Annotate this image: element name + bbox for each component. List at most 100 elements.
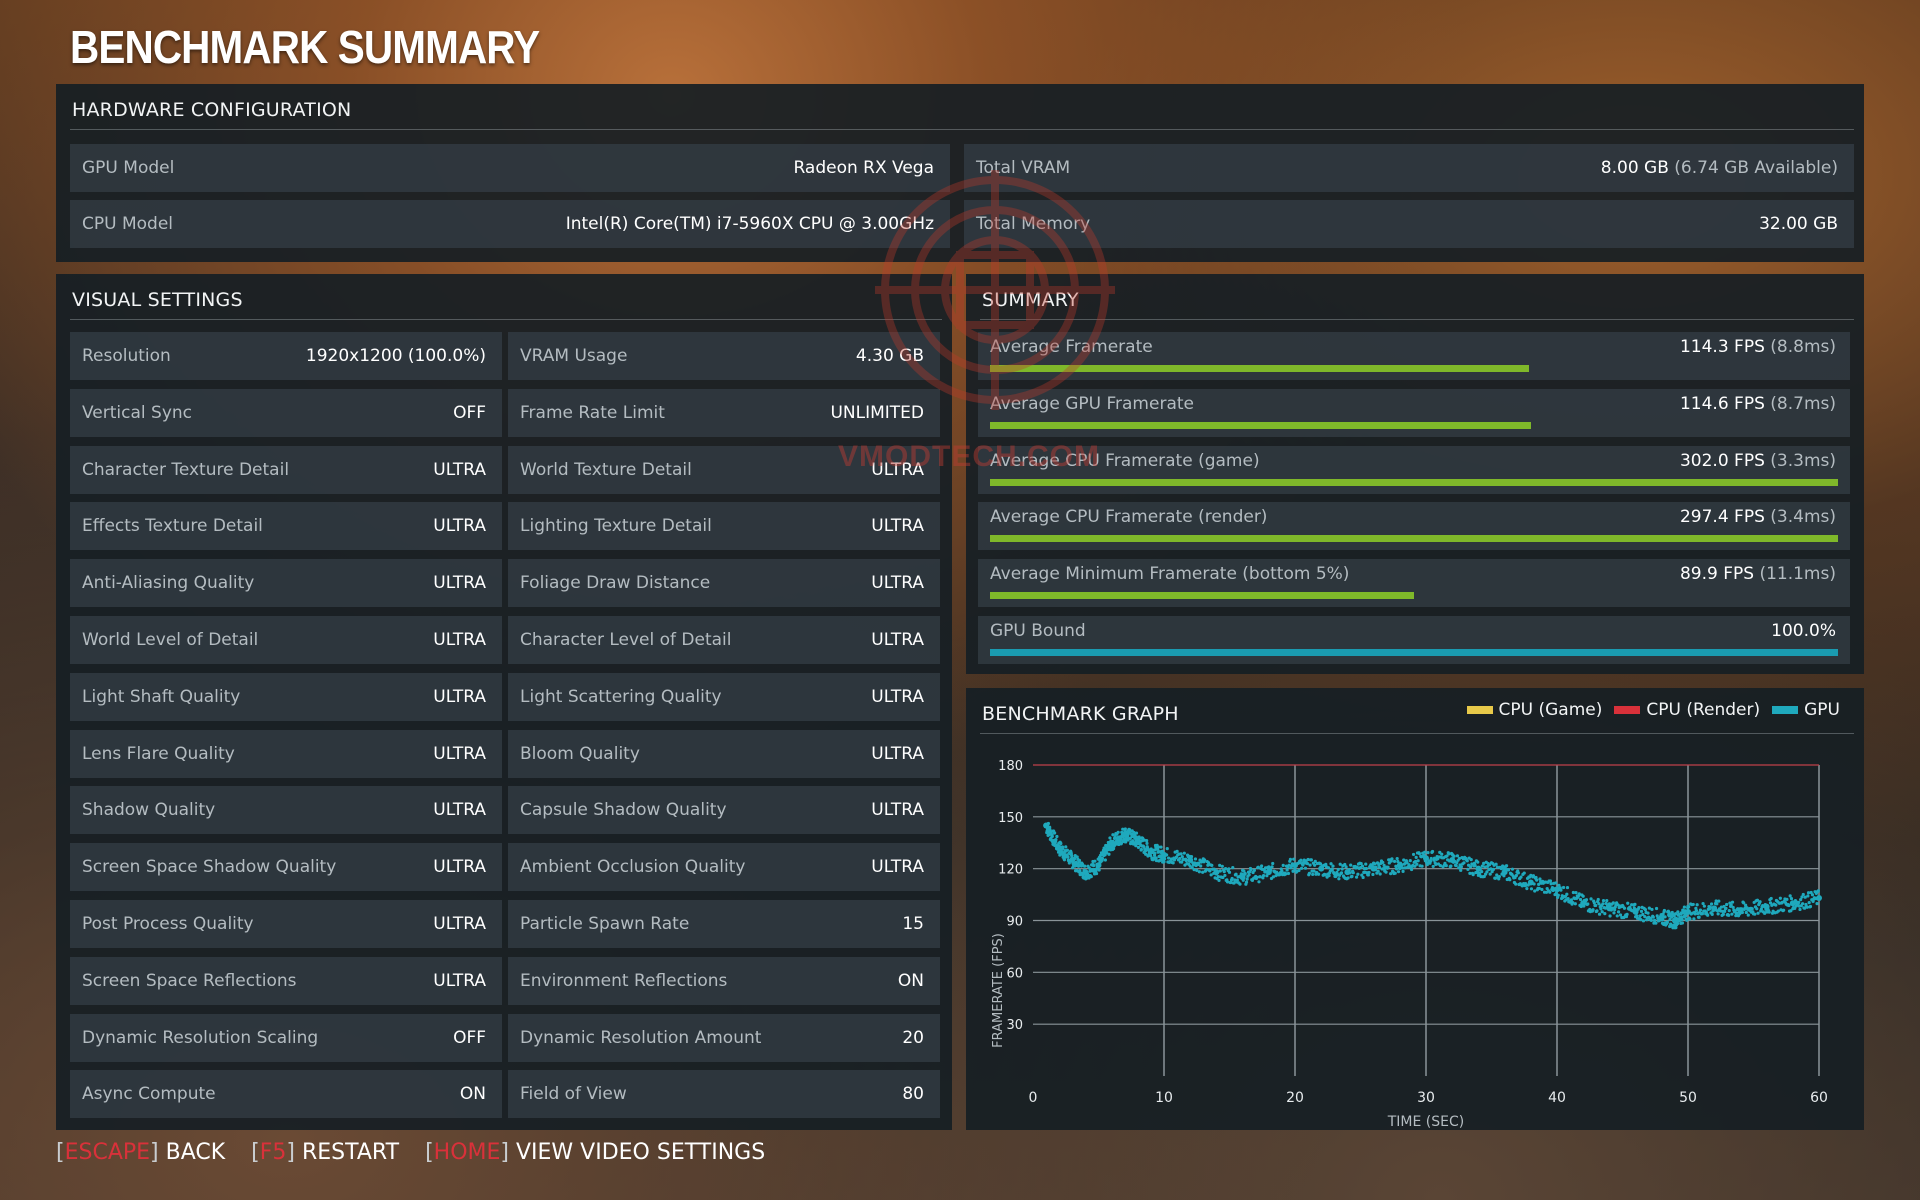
- y-axis-label: FRAMERATE (FPS): [991, 933, 1006, 1048]
- setting-value: OFF: [453, 402, 486, 423]
- gpu-trace-dot: [1787, 903, 1791, 908]
- setting-async-compute: Async Compute ON: [70, 1070, 502, 1119]
- gpu-trace-dot: [1291, 869, 1295, 873]
- gpu-trace-dot: [1753, 912, 1757, 916]
- hardware-heading: HARDWARE CONFIGURATION: [70, 84, 1854, 130]
- gpu-trace-dot: [1641, 912, 1645, 917]
- setting-value: ULTRA: [433, 800, 486, 821]
- footer-restart-button[interactable]: [F5] RESTART: [251, 1140, 399, 1165]
- gpu-trace-dot: [1393, 871, 1397, 875]
- gpu-trace-dot: [1682, 905, 1686, 909]
- setting-value: OFF: [453, 1027, 486, 1048]
- summary-label: Average GPU Framerate: [990, 393, 1194, 414]
- setting-value: ULTRA: [871, 800, 924, 821]
- gpu-trace-dot: [1271, 875, 1275, 879]
- gpu-trace-dot: [1378, 872, 1382, 876]
- gpu-trace-dot: [1359, 862, 1363, 866]
- summary-bar-track: [990, 592, 1838, 600]
- gpu-trace-dot: [1203, 858, 1207, 862]
- gpu-trace-dot: [1469, 858, 1473, 862]
- gpu-trace-dot: [1438, 864, 1443, 868]
- gpu-trace-dot: [1731, 905, 1735, 910]
- gpu-trace-dot: [1350, 874, 1354, 878]
- setting-value: ULTRA: [871, 516, 924, 537]
- summary-label: Average CPU Framerate (game): [990, 450, 1260, 471]
- setting-value: ULTRA: [871, 459, 924, 480]
- gpu-trace-dot: [1389, 872, 1393, 876]
- gpu-trace-dot: [1308, 863, 1312, 867]
- gpu-trace-dot: [1803, 895, 1807, 899]
- gpu-trace-dot: [1434, 862, 1438, 867]
- hw-label: Total Memory: [976, 214, 1091, 234]
- gpu-trace-dot: [1816, 889, 1820, 893]
- gpu-trace-dot: [1264, 870, 1268, 874]
- gpu-trace-dot: [1631, 909, 1635, 913]
- gpu-trace-dot: [1680, 917, 1684, 922]
- gpu-trace-dot: [1597, 902, 1601, 906]
- gpu-trace-dot: [1426, 851, 1430, 855]
- gpu-trace-dot: [1655, 914, 1659, 918]
- gpu-trace-dot: [1650, 907, 1654, 912]
- hw-row-total-vram: Total VRAM 8.00 GB (6.74 GB Available): [964, 144, 1854, 192]
- gpu-trace-dot: [1208, 869, 1212, 873]
- summary-bar: [990, 649, 1838, 656]
- setting-value: ULTRA: [433, 857, 486, 878]
- setting-bloom-quality: Bloom Quality ULTRA: [508, 729, 940, 778]
- gpu-trace-dot: [1327, 874, 1331, 878]
- gpu-trace-dot: [1307, 871, 1312, 875]
- gpu-trace-dot: [1582, 904, 1586, 908]
- gpu-trace-dot: [1405, 861, 1409, 865]
- gpu-trace-dot: [1476, 860, 1480, 864]
- setting-label: Effects Texture Detail: [82, 516, 263, 537]
- gpu-trace-dot: [1665, 920, 1669, 924]
- gpu-trace-dot: [1716, 912, 1720, 916]
- gpu-trace-dot: [1554, 881, 1558, 885]
- gpu-trace-dot: [1244, 880, 1249, 884]
- gpu-trace-dot: [1210, 863, 1214, 868]
- summary-value-main: 297.4 FPS: [1679, 507, 1765, 528]
- gpu-trace-dot: [1683, 909, 1687, 913]
- gpu-trace-dot: [1428, 859, 1433, 863]
- legend-swatch: [1772, 706, 1799, 714]
- setting-frame-rate-limit: Frame Rate Limit UNLIMITED: [508, 388, 940, 437]
- gpu-trace-dot: [1396, 870, 1401, 874]
- gpu-trace-dot: [1134, 844, 1138, 848]
- setting-label: Lens Flare Quality: [82, 743, 235, 764]
- summary-bar-track: [990, 365, 1838, 372]
- summary-row-average-cpu-framerate-game: Average CPU Framerate (game) 302.0 FPS (3…: [978, 445, 1850, 494]
- footer-view-video-settings-button[interactable]: [HOME] VIEW VIDEO SETTINGS: [425, 1140, 765, 1165]
- gpu-trace-dot: [1162, 860, 1166, 864]
- gpu-trace-dot: [1366, 873, 1370, 877]
- gpu-trace-dot: [1654, 906, 1659, 911]
- setting-label: Environment Reflections: [520, 970, 728, 991]
- gpu-trace-dot: [1220, 864, 1224, 868]
- gpu-trace-dot: [1175, 849, 1179, 853]
- gpu-trace-dot: [1259, 864, 1264, 868]
- footer-back-button[interactable]: [ESCAPE] BACK: [56, 1140, 225, 1165]
- gpu-trace-dot: [1447, 859, 1452, 863]
- gpu-trace-dot: [1468, 865, 1473, 869]
- gpu-trace-dot: [1715, 902, 1719, 906]
- gpu-trace-dot: [1806, 894, 1810, 898]
- setting-label: Particle Spawn Rate: [520, 914, 690, 934]
- gpu-trace-dot: [1367, 870, 1371, 875]
- hw-value-sub: (6.74 GB Available): [1674, 158, 1838, 178]
- gpu-trace-dot: [1538, 877, 1542, 881]
- gpu-trace-dot: [1504, 864, 1509, 868]
- gpu-trace-dot: [1394, 864, 1398, 868]
- gpu-trace-dot: [1719, 905, 1724, 909]
- bracket: [: [425, 1140, 434, 1165]
- gpu-trace-dot: [1204, 867, 1209, 871]
- hw-value: 8.00 GB (6.74 GB Available): [1601, 158, 1838, 178]
- summary-bar: [990, 535, 1838, 543]
- gpu-trace-dot: [1691, 902, 1695, 907]
- setting-label: Shadow Quality: [82, 800, 216, 821]
- setting-value: 1920x1200 (100.0%): [305, 346, 486, 366]
- gpu-trace-dot: [1556, 893, 1560, 897]
- setting-label: Bloom Quality: [520, 743, 640, 764]
- bracket: [: [251, 1140, 260, 1165]
- hw-row-total-memory: Total Memory 32.00 GB: [964, 200, 1854, 248]
- gpu-trace-dot: [1413, 859, 1418, 864]
- gpu-trace-dot: [1688, 917, 1692, 921]
- gpu-trace-dot: [1709, 902, 1714, 906]
